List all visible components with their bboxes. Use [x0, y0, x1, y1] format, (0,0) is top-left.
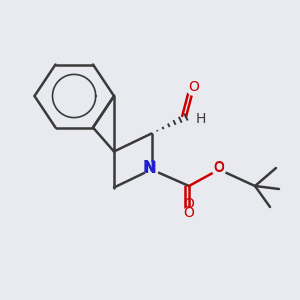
Circle shape — [182, 208, 196, 221]
Circle shape — [187, 82, 200, 95]
Text: O: O — [188, 80, 199, 94]
Text: O: O — [184, 197, 194, 211]
Text: O: O — [213, 160, 224, 174]
Text: O: O — [184, 206, 194, 220]
Circle shape — [145, 163, 158, 176]
Text: O: O — [213, 161, 224, 175]
Circle shape — [212, 163, 226, 176]
Text: N: N — [143, 160, 155, 175]
Text: N: N — [144, 160, 156, 175]
Text: H: H — [196, 112, 206, 126]
